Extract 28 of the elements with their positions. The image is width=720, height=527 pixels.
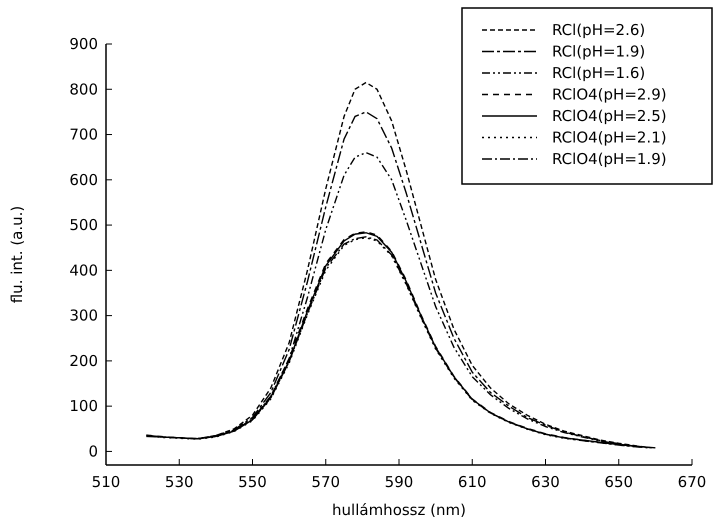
legend-label: RCl(pH=2.6) <box>552 21 646 39</box>
legend-label: RCl(pH=1.6) <box>552 64 646 82</box>
x-tick-label: 510 <box>92 473 120 491</box>
y-tick-label: 400 <box>69 261 98 280</box>
y-tick-label: 300 <box>69 306 98 325</box>
y-tick-label: 600 <box>69 170 98 189</box>
legend-label: RClO4(pH=2.9) <box>552 86 667 104</box>
legend-label: RClO4(pH=2.5) <box>552 107 667 125</box>
y-tick-label: 100 <box>69 397 98 416</box>
y-tick-label: 200 <box>69 352 98 370</box>
legend-label: RClO4(pH=2.1) <box>552 128 667 146</box>
x-tick-label: 630 <box>531 473 560 491</box>
x-tick-label: 530 <box>164 473 194 491</box>
x-axis-title: hullámhossz (nm) <box>332 501 466 519</box>
y-tick-label: 800 <box>69 80 98 98</box>
y-tick-label: 500 <box>69 216 98 234</box>
y-tick-label: 900 <box>69 35 98 53</box>
x-tick-label: 650 <box>604 473 634 491</box>
legend-label: RClO4(pH=1.9) <box>552 150 667 168</box>
y-tick-label: 700 <box>69 126 98 144</box>
x-tick-label: 550 <box>238 473 267 491</box>
x-tick-label: 570 <box>311 473 340 491</box>
x-tick-label: 610 <box>458 473 487 491</box>
y-axis-title: flu. int. (a.u.) <box>8 206 26 304</box>
x-tick-label: 670 <box>678 473 706 491</box>
legend-label: RCl(pH=1.9) <box>552 42 646 60</box>
x-tick-label: 590 <box>384 473 414 491</box>
y-tick-label: 0 <box>88 442 98 460</box>
